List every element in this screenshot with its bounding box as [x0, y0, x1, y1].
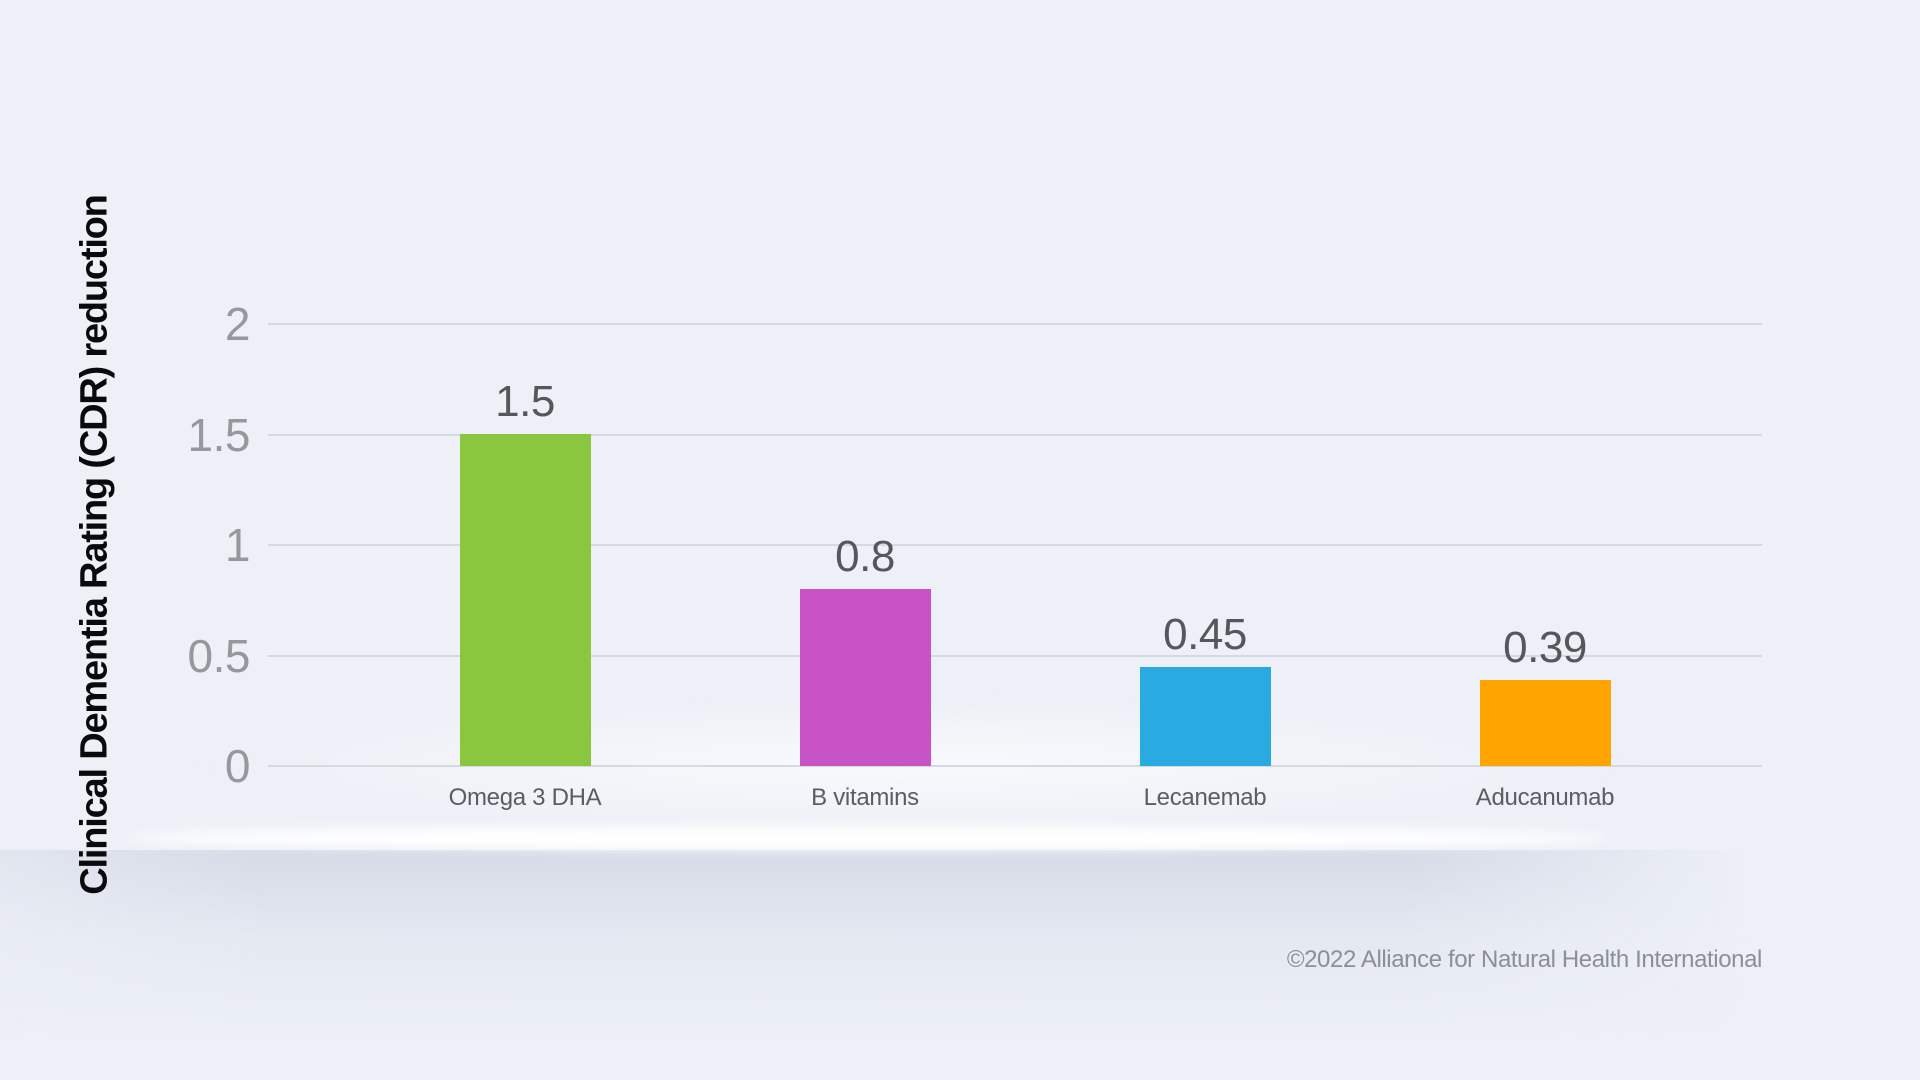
y-axis-title: Clinical Dementia Rating (CDR) reduction [73, 195, 116, 895]
y-tick-label: 0 [224, 740, 251, 792]
y-tick-label: 0.5 [187, 630, 251, 682]
value-label: 1.5 [495, 377, 555, 426]
gridline [268, 323, 1762, 325]
gridline [268, 434, 1762, 436]
copyright-footer: ©2022 Alliance for Natural Health Intern… [1286, 946, 1763, 973]
category-label: B vitamins [811, 784, 919, 811]
y-tick-label: 1 [224, 519, 251, 571]
y-tick-label: 2 [224, 298, 251, 350]
category-label: Omega 3 DHA [448, 784, 602, 811]
baseline [268, 765, 1762, 767]
background-shadow-fold [0, 850, 1800, 1040]
value-label: 0.8 [835, 532, 895, 581]
bar-lecanemab [1140, 667, 1271, 766]
category-label: Lecanemab [1143, 784, 1267, 811]
gridline [268, 655, 1762, 657]
bar-omega-3-dha [460, 434, 591, 766]
gridline [268, 544, 1762, 546]
y-tick-label: 1.5 [187, 409, 251, 461]
category-label: Aducanumab [1475, 784, 1615, 811]
bar-aducanumab [1480, 680, 1611, 766]
value-label: 0.45 [1163, 610, 1247, 659]
bar-b-vitamins [800, 589, 931, 766]
background-highlight-band [125, 826, 1610, 850]
value-label: 0.39 [1503, 623, 1587, 672]
